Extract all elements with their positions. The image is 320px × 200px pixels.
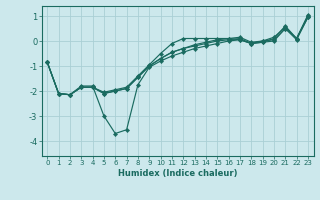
X-axis label: Humidex (Indice chaleur): Humidex (Indice chaleur): [118, 169, 237, 178]
